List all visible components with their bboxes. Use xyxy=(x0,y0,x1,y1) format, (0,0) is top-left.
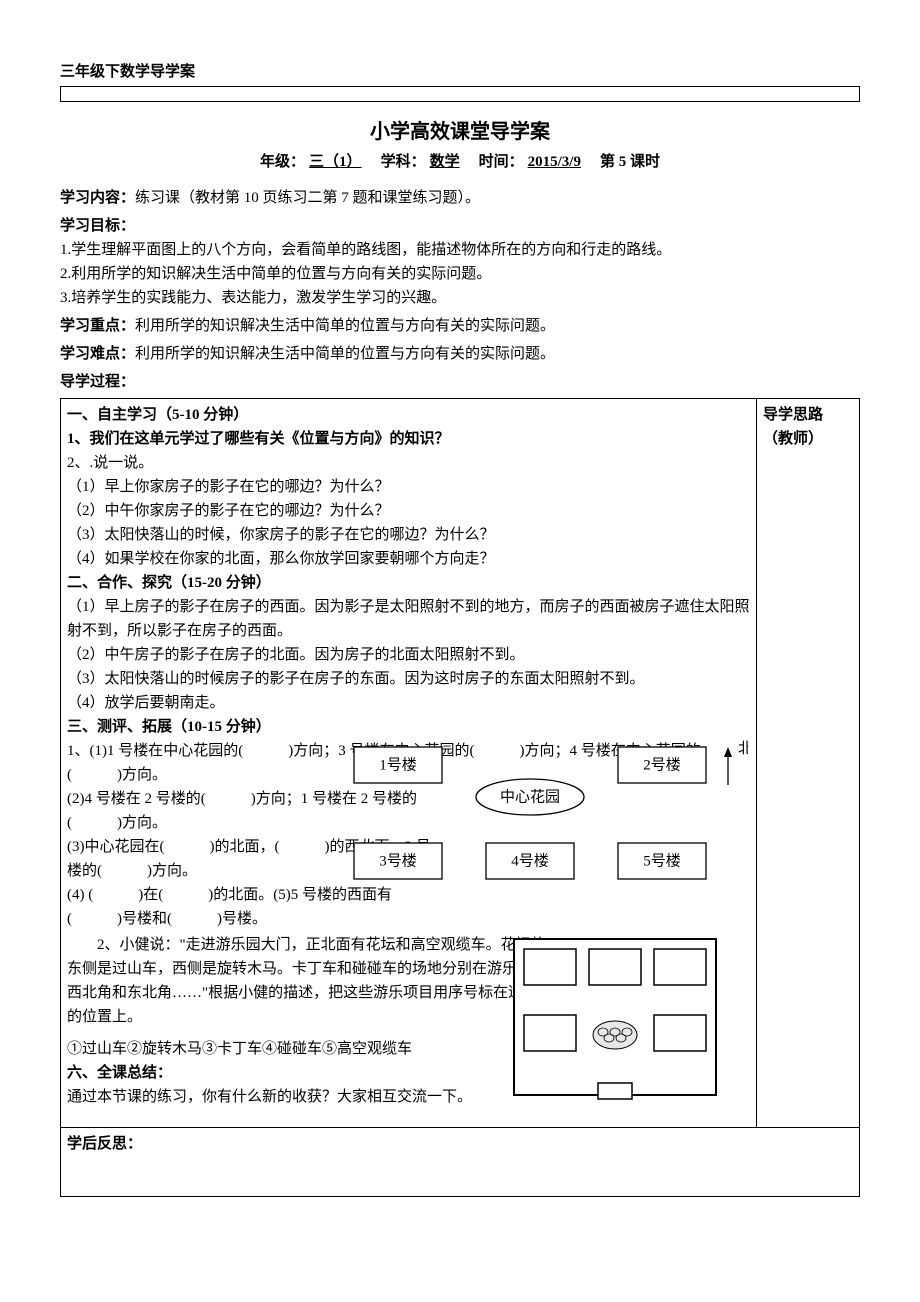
svg-text:2号楼: 2号楼 xyxy=(643,756,681,773)
garden-map-diagram: 1号楼 2号楼 3号楼 4号楼 5号楼 中心花园 北 xyxy=(342,739,748,889)
sec2-item: （3）太阳快落山的时候房子的影子在房子的东面。因为这时房子的东面太阳照射不到。 xyxy=(67,667,750,691)
sec3-q2: 2、小健说："走进游乐园大门，正北面有花坛和高空观缆车。花坛的东侧是过山车，西侧… xyxy=(67,933,547,1029)
goals-section: 学习目标： 1.学生理解平面图上的八个方向，会看简单的路线图，能描述物体所在的方… xyxy=(60,214,860,310)
process-label: 导学过程： xyxy=(60,370,860,394)
park-diagram xyxy=(510,935,720,1103)
content-section: 学习内容：练习课（教材第 10 页练习二第 7 题和课堂练习题）。 xyxy=(60,186,860,210)
time-label: 时间： xyxy=(479,154,524,170)
svg-text:中心花园: 中心花园 xyxy=(500,788,560,805)
svg-text:1号楼: 1号楼 xyxy=(379,756,417,773)
goal-item: 2.利用所学的知识解决生活中简单的位置与方向有关的实际问题。 xyxy=(60,262,860,286)
sec1-sub: （3）太阳快落山的时候，你家房子的影子在它的哪边？为什么？ xyxy=(67,523,750,547)
content-text: 练习课（教材第 10 页练习二第 7 题和课堂练习题）。 xyxy=(135,190,480,206)
svg-text:3号楼: 3号楼 xyxy=(379,852,417,869)
sec3-q1d: (4) ( )在( )的北面。(5)5 号楼的西面有( )号楼和( )号楼。 xyxy=(67,883,437,931)
grade-value: 三（1） xyxy=(305,154,366,170)
meta-row: 年级：三（1） 学科：数学 时间：2015/3/9 第 5 课时 xyxy=(60,150,860,174)
q2-block: 2、小健说："走进游乐园大门，正北面有花坛和高空观缆车。花坛的东侧是过山车，西侧… xyxy=(67,933,750,1061)
sec1-sub: （1）早上你家房子的影子在它的哪边？为什么？ xyxy=(67,475,750,499)
sec1-q1: 1、我们在这单元学过了哪些有关《位置与方向》的知识？ xyxy=(67,427,750,451)
page-title: 小学高效课堂导学案 xyxy=(60,116,860,148)
q1-block: 1、(1)1 号楼在中心花园的( )方向；3 号楼在中心花园的( )方向；4 号… xyxy=(67,739,750,931)
svg-text:5号楼: 5号楼 xyxy=(643,852,681,869)
goal-item: 3.培养学生的实践能力、表达能力，激发学生学习的兴趣。 xyxy=(60,286,860,310)
sec2-item: （4）放学后要朝南走。 xyxy=(67,691,750,715)
time-value: 2015/3/9 xyxy=(524,154,585,170)
process-table: 一、自主学习（5-10 分钟） 1、我们在这单元学过了哪些有关《位置与方向》的知… xyxy=(60,398,860,1197)
diff-text: 利用所学的知识解决生活中简单的位置与方向有关的实际问题。 xyxy=(135,346,555,362)
running-header: 三年级下数学导学案 xyxy=(60,60,860,84)
content-label: 学习内容： xyxy=(60,190,135,206)
sec1-heading: 一、自主学习（5-10 分钟） xyxy=(67,403,750,427)
svg-text:北: 北 xyxy=(738,740,748,757)
right-l2: （教师） xyxy=(763,427,853,451)
grade-label: 年级： xyxy=(260,154,305,170)
sec1-sub: （2）中午你家房子的影子在它的哪边？为什么？ xyxy=(67,499,750,523)
svg-text:4号楼: 4号楼 xyxy=(511,852,549,869)
sec2-item: （1）早上房子的影子在房子的西面。因为影子是太阳照射不到的地方，而房子的西面被房… xyxy=(67,595,750,643)
teacher-notes-cell: 导学思路 （教师） xyxy=(757,399,860,1128)
period-value: 第 5 课时 xyxy=(600,154,660,170)
focus-section: 学习重点：利用所学的知识解决生活中简单的位置与方向有关的实际问题。 xyxy=(60,314,860,338)
sec2-item: （2）中午房子的影子在房子的北面。因为房子的北面太阳照射不到。 xyxy=(67,643,750,667)
goals-label: 学习目标： xyxy=(60,214,860,238)
focus-label: 学习重点： xyxy=(60,318,135,334)
process-main-cell: 一、自主学习（5-10 分钟） 1、我们在这单元学过了哪些有关《位置与方向》的知… xyxy=(61,399,757,1128)
reflection-label: 学后反思： xyxy=(67,1136,142,1152)
sec1-sub: （4）如果学校在你家的北面，那么你放学回家要朝哪个方向走？ xyxy=(67,547,750,571)
sec2-heading: 二、合作、探究（15-20 分钟） xyxy=(67,571,750,595)
diff-label: 学习难点： xyxy=(60,346,135,362)
difficulty-section: 学习难点：利用所学的知识解决生活中简单的位置与方向有关的实际问题。 xyxy=(60,342,860,366)
header-box xyxy=(60,87,860,102)
sec1-q2: 2、.说一说。 xyxy=(67,451,750,475)
sec3-heading: 三、测评、拓展（10-15 分钟） xyxy=(67,715,750,739)
sec3-legend: ①过山车②旋转木马③卡丁车④碰碰车⑤高空观缆车 xyxy=(67,1037,547,1061)
goal-item: 1.学生理解平面图上的八个方向，会看简单的路线图，能描述物体所在的方向和行走的路… xyxy=(60,238,860,262)
subject-label: 学科： xyxy=(381,154,426,170)
subject-value: 数学 xyxy=(426,154,464,170)
focus-text: 利用所学的知识解决生活中简单的位置与方向有关的实际问题。 xyxy=(135,318,555,334)
reflection-cell: 学后反思： xyxy=(61,1128,860,1197)
right-l1: 导学思路 xyxy=(763,403,853,427)
